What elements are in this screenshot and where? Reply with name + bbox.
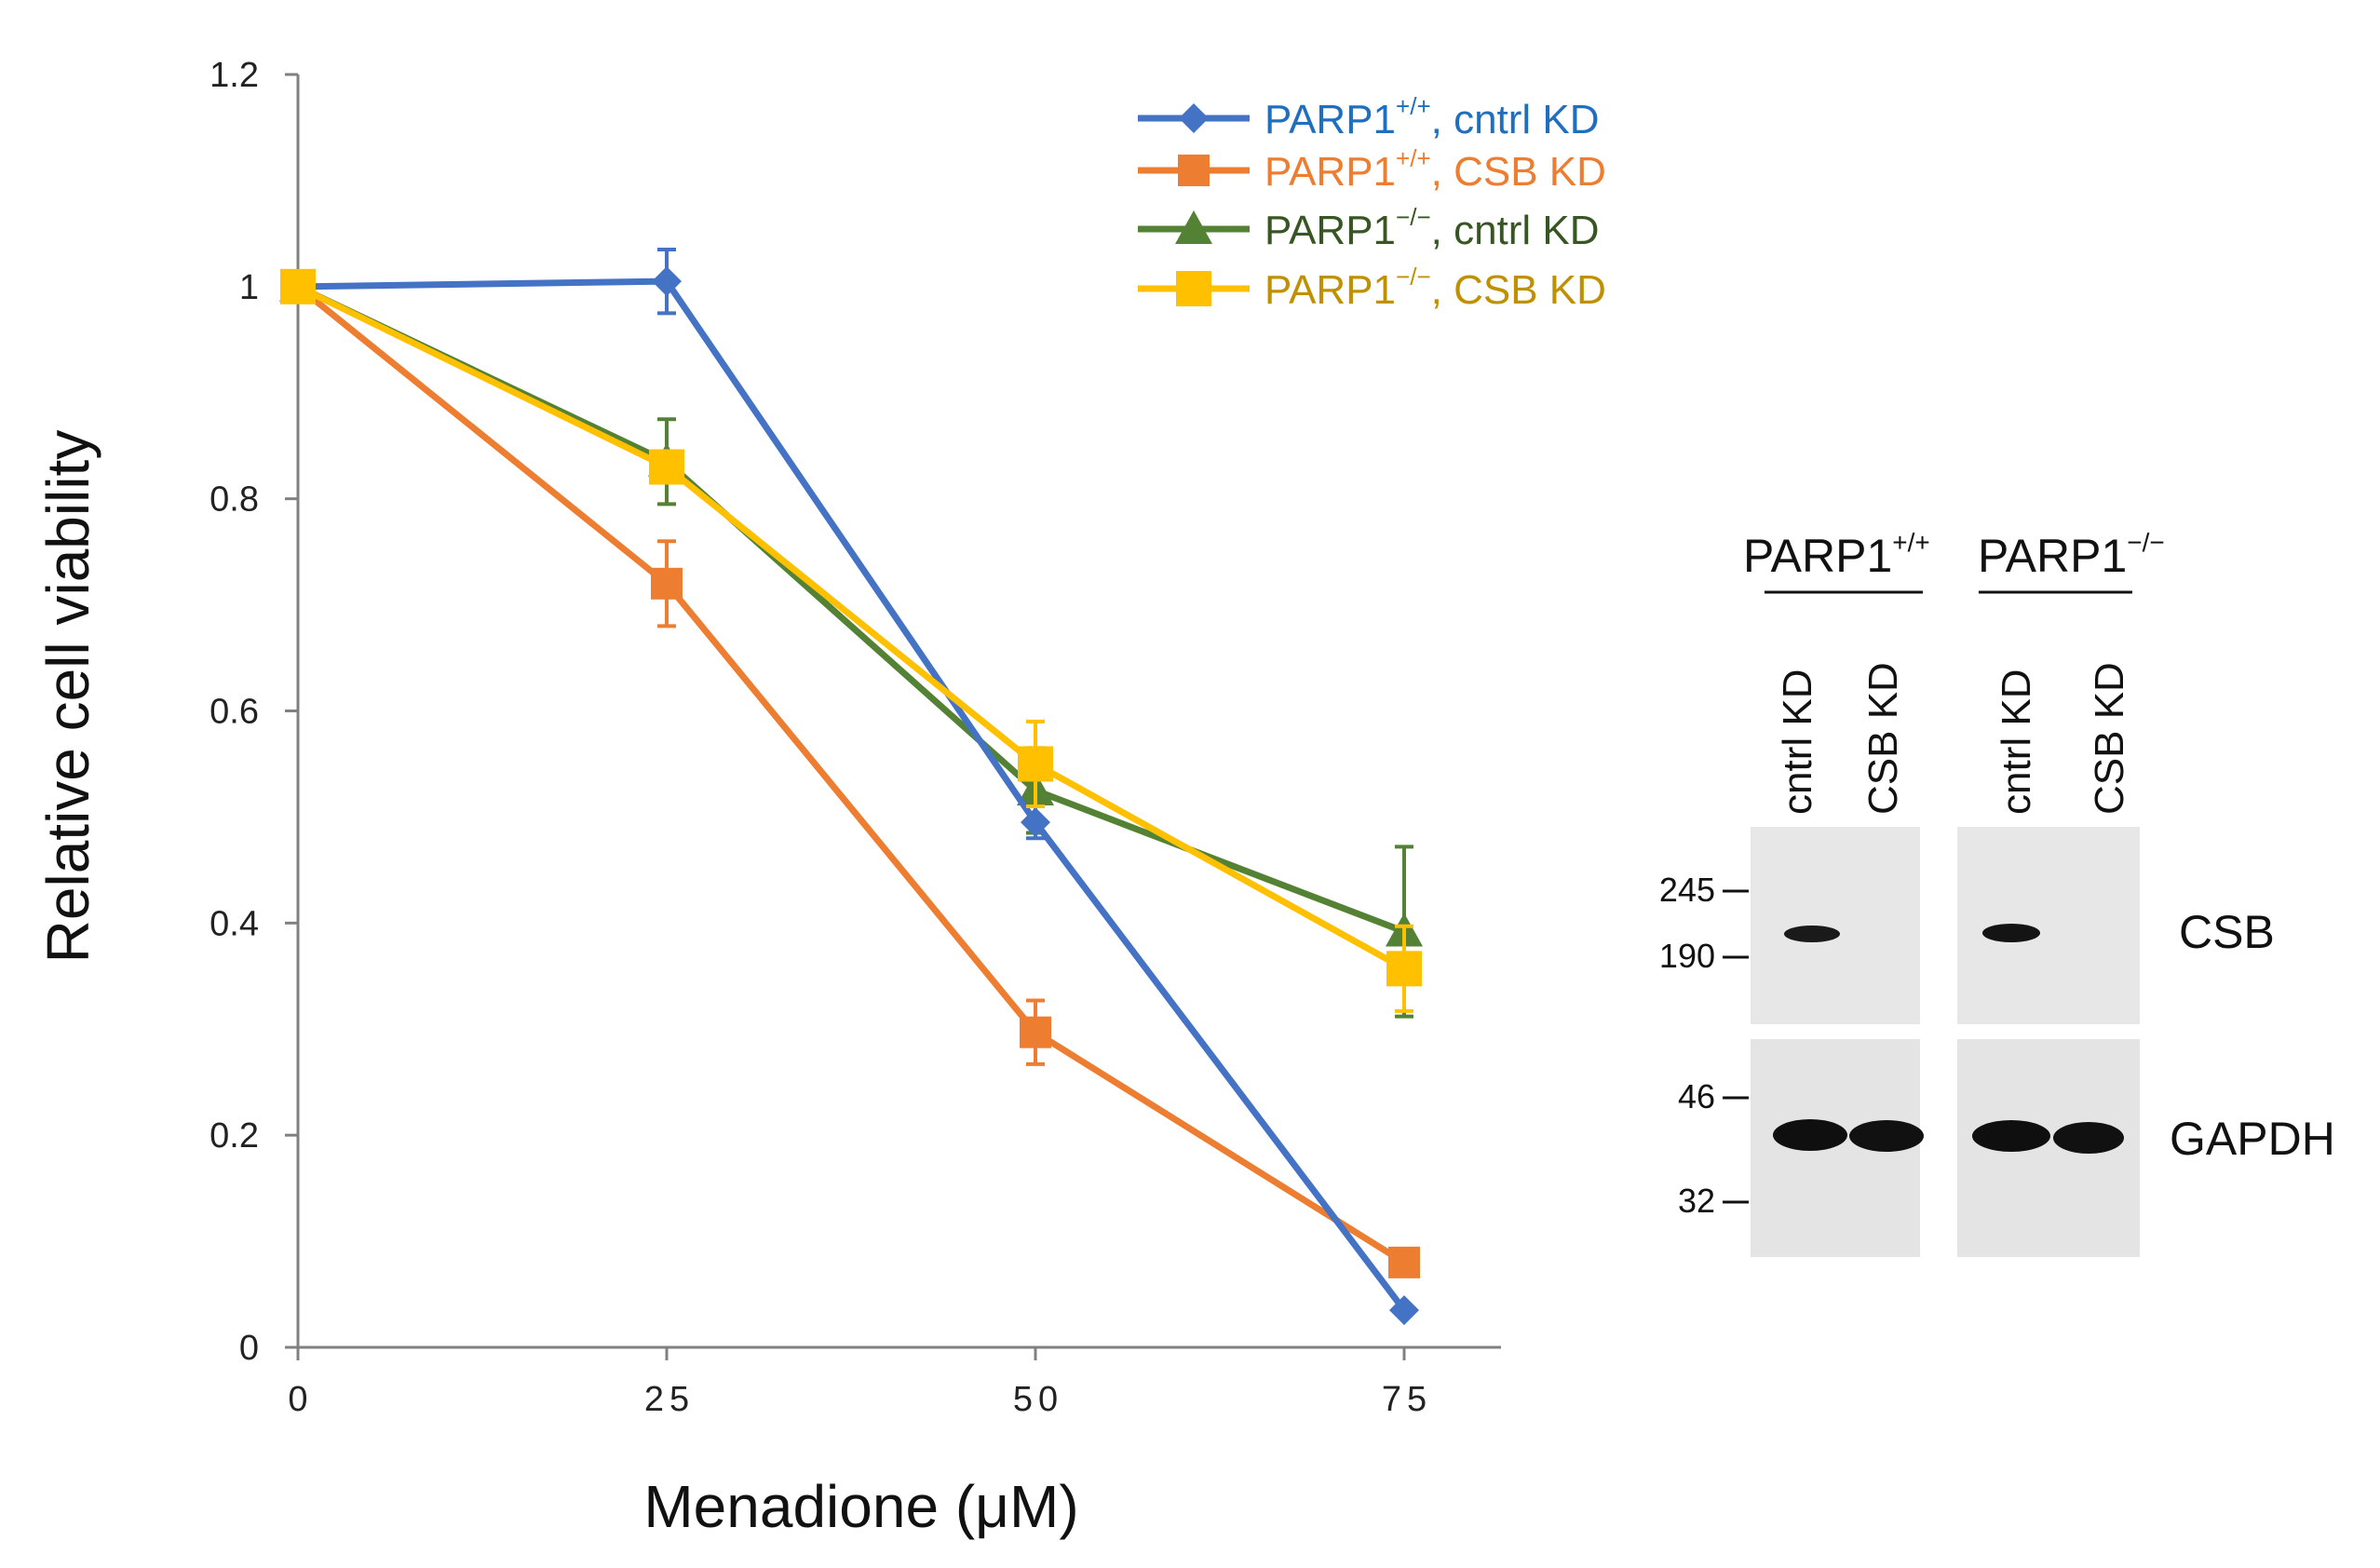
legend-label-sup: −/− bbox=[1396, 263, 1431, 291]
y-tick-label: 0.6 bbox=[210, 693, 259, 732]
y-tick-label: 0.4 bbox=[210, 904, 259, 943]
series-0 bbox=[283, 247, 1419, 1326]
x-tick-label: 50 bbox=[1013, 1380, 1063, 1419]
western-blot-panel: PARP1+/+ PARP1−/− cntrl KD CSB KD cntrl … bbox=[1659, 528, 2335, 1257]
legend-label-sup: +/+ bbox=[1396, 92, 1431, 120]
blot-band-gapdh-lane3 bbox=[1972, 1120, 2050, 1152]
series-2 bbox=[279, 267, 1423, 1019]
series-line bbox=[295, 284, 1406, 1265]
blot-panel-csb-right bbox=[1957, 827, 2140, 1024]
legend-label-rest: , cntrl KD bbox=[1431, 208, 1600, 253]
legend-marker bbox=[1178, 155, 1210, 186]
y-tick-label: 1.2 bbox=[210, 56, 259, 95]
series-line bbox=[296, 283, 1406, 935]
data-point bbox=[652, 266, 682, 297]
series-line bbox=[296, 283, 1406, 972]
x-tick-label: 0 bbox=[288, 1380, 313, 1419]
series-layer bbox=[279, 247, 1423, 1326]
blot-band-gapdh-lane2 bbox=[1849, 1120, 1924, 1152]
data-point bbox=[1388, 1246, 1420, 1278]
legend-label-base: PARP1 bbox=[1264, 267, 1396, 313]
legend-label-rest: , CSB KD bbox=[1431, 149, 1606, 195]
data-point bbox=[1021, 807, 1050, 838]
data-point bbox=[649, 449, 684, 485]
blot-lane-label-2: CSB KD bbox=[1860, 662, 1906, 815]
data-point bbox=[1386, 951, 1422, 987]
legend-label: PARP1+/+, cntrl KD bbox=[1264, 92, 1600, 142]
y-axis: 0 0.2 0.4 0.6 0.8 1 1.2 bbox=[210, 56, 300, 1368]
x-tick-label: 25 bbox=[644, 1380, 695, 1419]
legend-label-sup: +/+ bbox=[1396, 144, 1431, 172]
legend-label-rest: , cntrl KD bbox=[1431, 97, 1600, 142]
data-point bbox=[1018, 746, 1053, 782]
y-tick-label: 0.2 bbox=[210, 1116, 259, 1156]
blot-mw-32: 32 bbox=[1678, 1182, 1715, 1220]
blot-protein-csb: CSB bbox=[2179, 906, 2275, 958]
blot-lane-label-3: cntrl KD bbox=[1994, 669, 2039, 815]
legend-marker bbox=[1179, 103, 1209, 133]
legend-label: PARP1+/+, CSB KD bbox=[1264, 144, 1606, 195]
blot-lane-label-4: CSB KD bbox=[2087, 662, 2132, 815]
blot-panel-csb-left bbox=[1751, 827, 1920, 1024]
y-tick-label: 0.8 bbox=[210, 480, 259, 520]
legend-label-base: PARP1 bbox=[1264, 149, 1396, 195]
series-1 bbox=[282, 270, 1420, 1278]
y-tick-label: 1 bbox=[239, 268, 259, 307]
legend-marker bbox=[1175, 210, 1212, 244]
y-axis-title: Relative cell viability bbox=[34, 430, 101, 964]
line-chart: 0 0.2 0.4 0.6 0.8 1 1.2 0 25 50 75 Menadione (μM)… bbox=[34, 56, 1606, 1540]
blot-band-csb-lane1 bbox=[1784, 926, 1840, 942]
legend-label-base: PARP1 bbox=[1264, 208, 1396, 253]
legend-label-sup: −/− bbox=[1396, 203, 1431, 231]
blot-band-gapdh-lane1 bbox=[1773, 1119, 1847, 1151]
blot-protein-gapdh: GAPDH bbox=[2170, 1113, 2335, 1165]
x-axis: 0 25 50 75 bbox=[288, 1345, 1501, 1419]
legend-label: PARP1−/−, cntrl KD bbox=[1264, 203, 1600, 253]
blot-group-header-2: PARP1−/− bbox=[1978, 528, 2165, 582]
blot-band-csb-lane3 bbox=[1982, 924, 2040, 942]
series-line bbox=[297, 277, 1407, 1313]
blot-mw-190: 190 bbox=[1659, 937, 1715, 975]
x-tick-label: 75 bbox=[1382, 1380, 1432, 1419]
legend-label-rest: , CSB KD bbox=[1431, 267, 1606, 313]
blot-mw-245: 245 bbox=[1659, 871, 1715, 909]
y-tick-label: 0 bbox=[239, 1329, 259, 1368]
data-point bbox=[280, 268, 316, 304]
data-point bbox=[651, 567, 683, 600]
series-3 bbox=[280, 268, 1422, 1013]
blot-mw-46: 46 bbox=[1678, 1077, 1715, 1115]
data-point bbox=[1389, 1295, 1419, 1326]
blot-band-gapdh-lane4 bbox=[2053, 1122, 2124, 1154]
legend-label: PARP1−/−, CSB KD bbox=[1264, 263, 1606, 313]
legend-marker bbox=[1176, 271, 1211, 306]
legend-label-base: PARP1 bbox=[1264, 97, 1396, 142]
x-axis-title: Menadione (μM) bbox=[643, 1473, 1078, 1540]
data-point bbox=[1020, 1016, 1051, 1048]
blot-lane-label-1: cntrl KD bbox=[1775, 669, 1820, 815]
blot-group-header-1: PARP1+/+ bbox=[1743, 528, 1930, 582]
